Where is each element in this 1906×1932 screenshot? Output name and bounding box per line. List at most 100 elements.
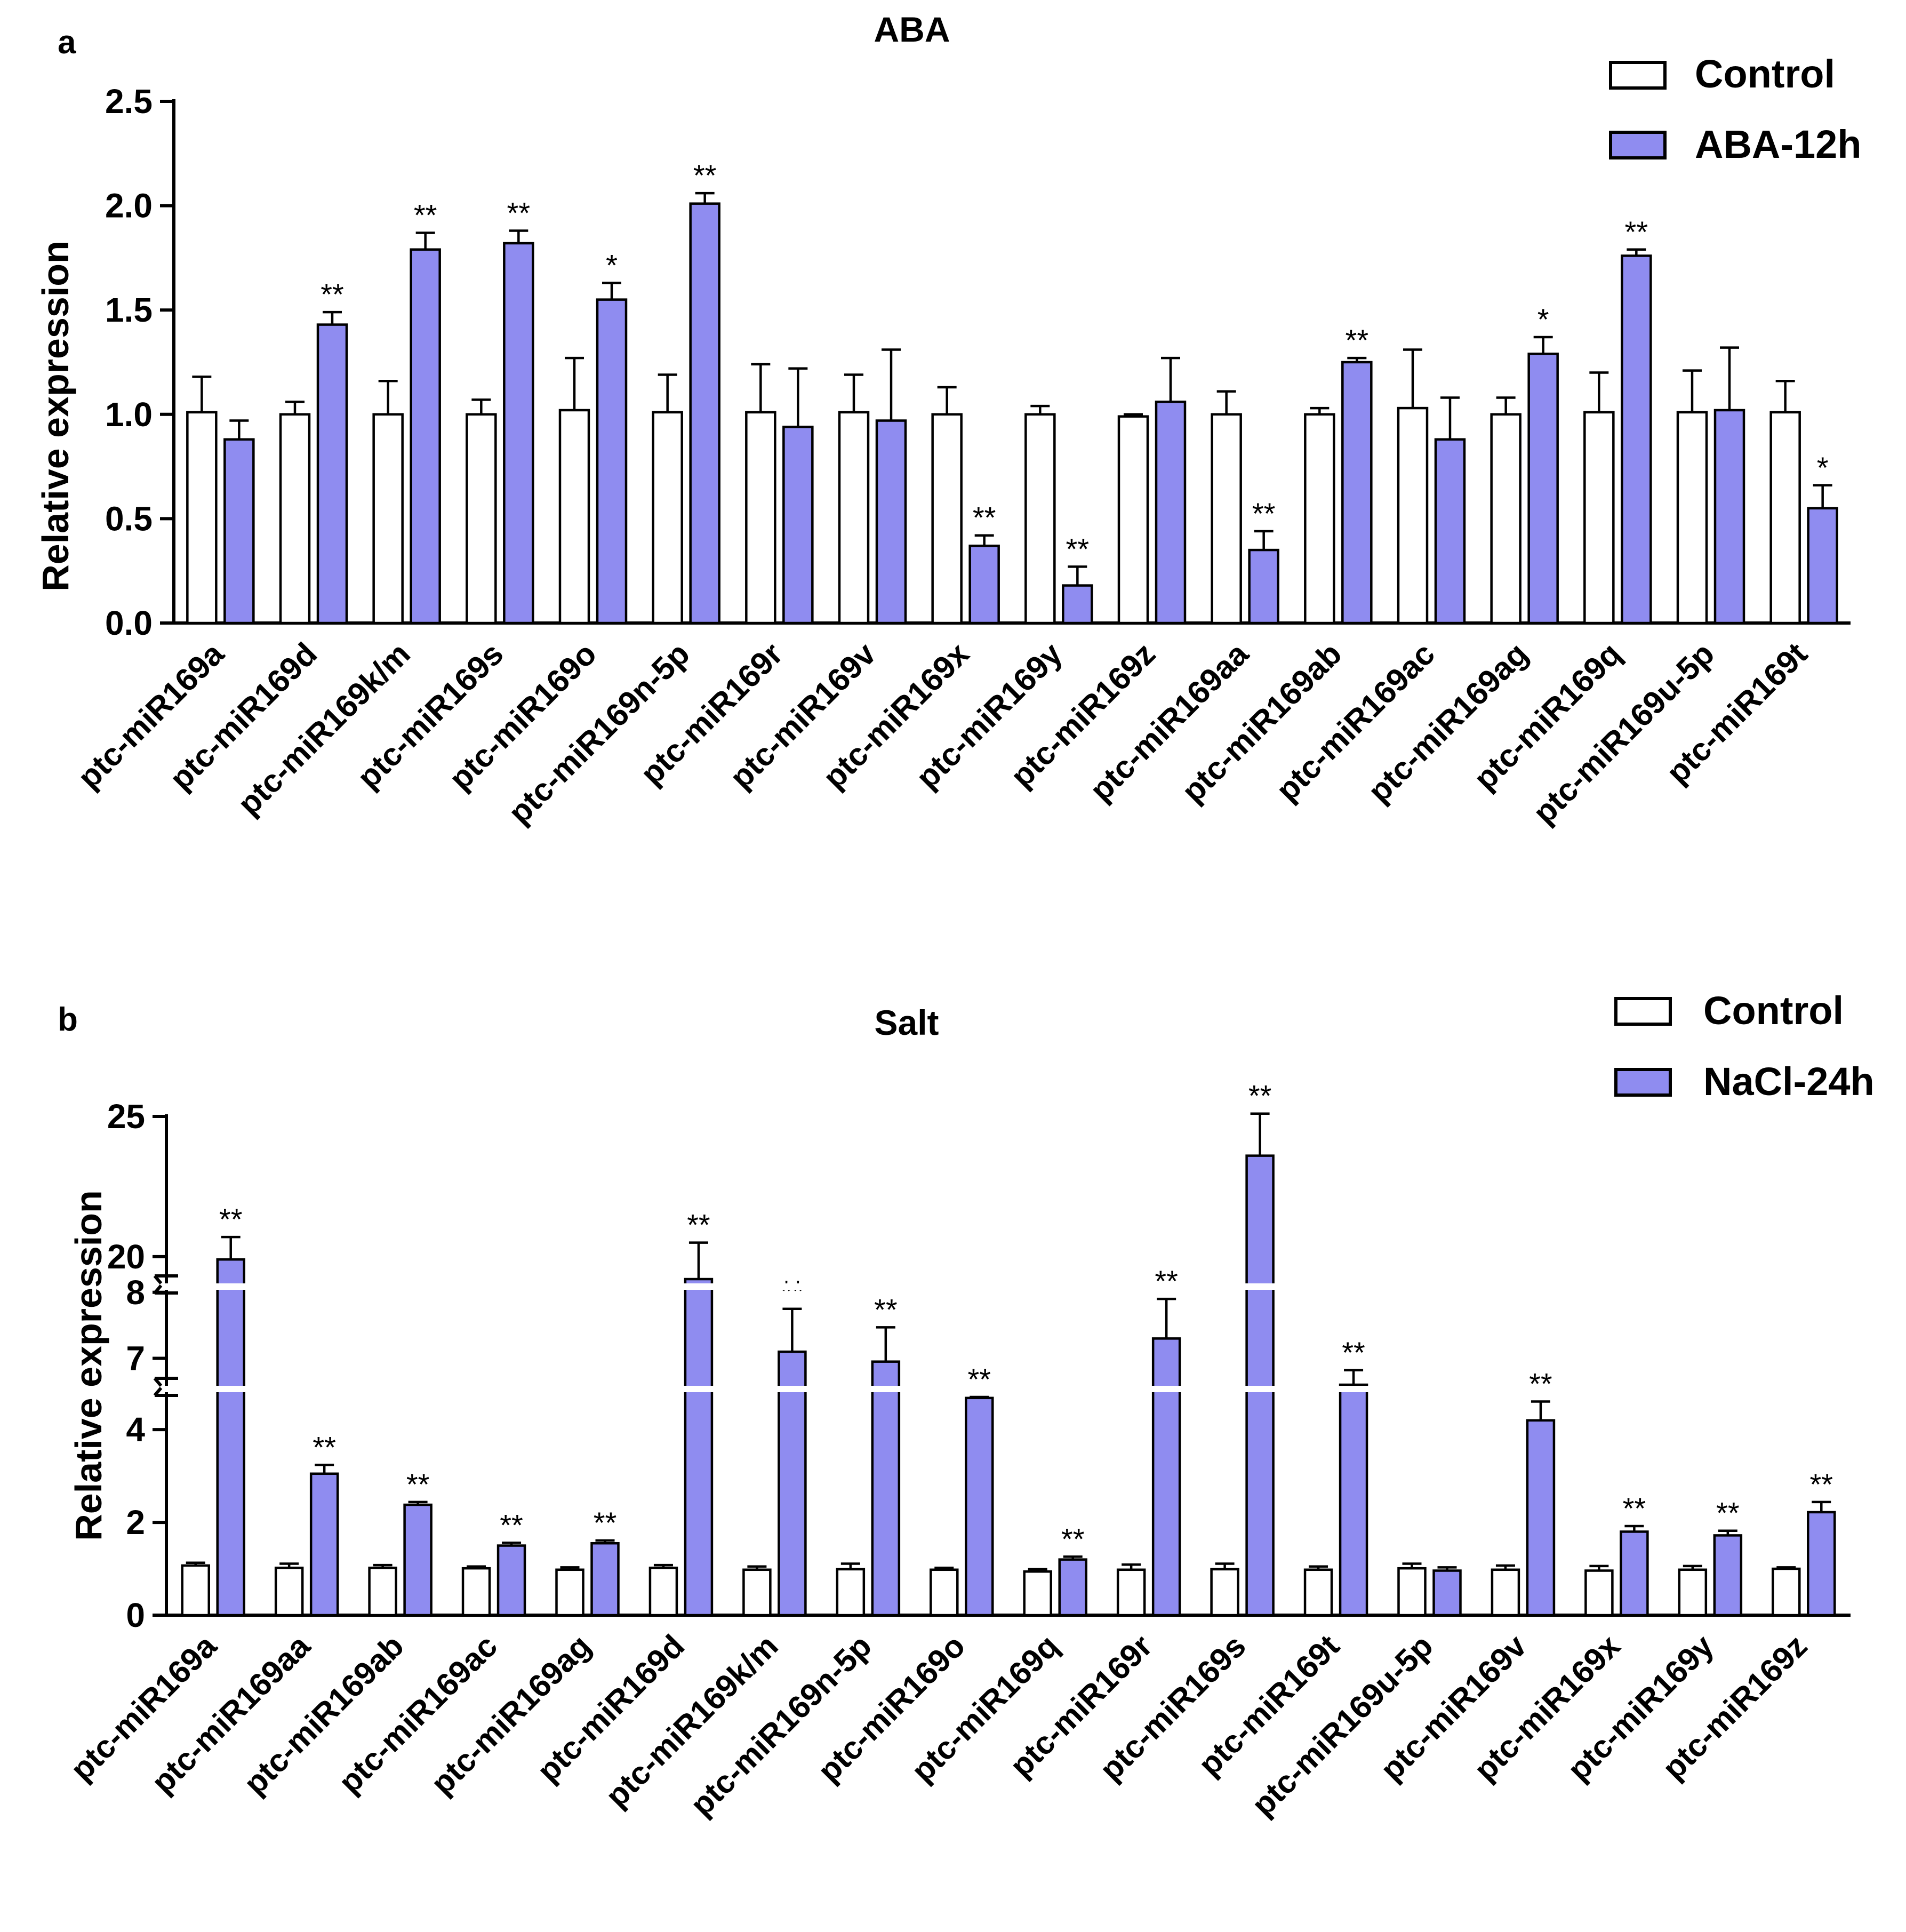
bar-control [466, 413, 497, 625]
bar-control [1491, 1568, 1520, 1617]
x-category-label: ptc-miR169k/m [598, 1628, 784, 1814]
significance-marker: ** [1252, 497, 1276, 530]
bar-control [181, 1564, 210, 1617]
panel-a-aba: a ABA Relative expression Control ABA-12… [35, 10, 1861, 831]
bar-treatment [410, 248, 441, 625]
bar-treatment [1062, 584, 1093, 625]
y-tick-label: 0 [126, 1596, 145, 1634]
bar-control [555, 1568, 584, 1617]
legend-b-control-label: Control [1703, 988, 1844, 1033]
bar-treatment [590, 1542, 620, 1617]
bar-control [652, 411, 683, 625]
significance-marker: * [1537, 302, 1549, 336]
bar-treatment [216, 1258, 245, 1617]
axis-break-mark [153, 1284, 163, 1294]
significance-marker: ** [1716, 1496, 1740, 1530]
significance-marker: ** [781, 1274, 804, 1308]
bar-treatment [1713, 409, 1745, 625]
bar-treatment [309, 1472, 339, 1617]
y-tick-label: 2.5 [105, 82, 153, 121]
panel-b-plot-area: 024782025**ptc-miR169a**ptc-miR169aa**pt… [63, 1079, 1851, 1823]
bar-treatment [496, 1544, 526, 1617]
significance-marker: ** [973, 501, 996, 534]
significance-marker: ** [1342, 1336, 1365, 1369]
legend-a-control-label: Control [1695, 52, 1835, 96]
bar-control [838, 411, 870, 625]
bar-control [372, 413, 404, 625]
y-tick-label: 25 [107, 1097, 145, 1136]
legend-b-control-swatch [1614, 997, 1672, 1026]
bar-treatment [1807, 507, 1838, 625]
bar-treatment [965, 1396, 994, 1617]
bar-treatment [871, 1360, 901, 1617]
bar-treatment [1432, 1569, 1462, 1617]
significance-marker: ** [874, 1292, 898, 1326]
bar-control [745, 411, 776, 625]
bar-control [1211, 413, 1242, 625]
panel-a-title: ABA [874, 10, 950, 49]
significance-marker: * [1817, 451, 1829, 484]
significance-marker: ** [406, 1467, 430, 1501]
bar-treatment [316, 323, 348, 625]
significance-marker: ** [414, 198, 437, 231]
bar-control [558, 409, 590, 625]
bar-treatment [875, 419, 907, 625]
bar-control [742, 1568, 772, 1617]
bar-control [274, 1567, 304, 1617]
legend-a-control-swatch [1609, 61, 1667, 90]
bar-treatment [503, 242, 534, 625]
bar-control [1304, 413, 1335, 625]
x-category-label: ptc-miR169aa [145, 1627, 317, 1800]
bar-control [1117, 415, 1149, 625]
significance-marker: ** [1248, 1079, 1272, 1113]
panel-b-label: b [58, 1001, 78, 1038]
bar-control [1676, 411, 1708, 625]
significance-marker: ** [500, 1508, 523, 1542]
bar-treatment [968, 545, 1000, 625]
bar-treatment [778, 1350, 807, 1617]
significance-marker: ** [1155, 1264, 1178, 1298]
significance-marker: ** [313, 1430, 336, 1464]
bar-treatment [1341, 361, 1373, 625]
bar-treatment [223, 438, 255, 625]
panel-b-salt: b Salt Relative expression Control NaCl-… [58, 988, 1875, 1823]
bar-treatment [689, 202, 720, 625]
bar-control [1023, 1570, 1052, 1617]
bar-control [1772, 1567, 1801, 1617]
y-tick-label: 2 [126, 1503, 145, 1542]
bar-treatment [1058, 1558, 1087, 1617]
significance-marker: ** [1066, 532, 1090, 565]
bar-control [1769, 411, 1801, 625]
significance-marker: ** [321, 277, 344, 311]
y-tick-label: 20 [107, 1238, 145, 1276]
x-category-label: ptc-miR169ab [237, 1628, 411, 1802]
bar-treatment [1434, 438, 1466, 625]
panel-a-plot-area: 0.00.51.01.52.02.5ptc-miR169a**ptc-miR16… [71, 82, 1851, 831]
bar-treatment [403, 1503, 433, 1617]
axis-break-mark [153, 1387, 163, 1396]
significance-marker: ** [1809, 1467, 1833, 1501]
y-tick-label: 7 [126, 1339, 145, 1378]
axis-break-mark [153, 1377, 163, 1387]
panel-b-y-axis-title: Relative expression [68, 1190, 109, 1541]
bar-control [279, 413, 311, 625]
panel-b-legend: Control NaCl-24h [1614, 988, 1875, 1104]
bar-treatment [1339, 1383, 1368, 1617]
significance-marker: ** [219, 1202, 243, 1236]
bar-treatment [782, 426, 814, 625]
bar-control [1210, 1568, 1239, 1617]
bar-treatment [596, 298, 628, 625]
bar-treatment [1248, 548, 1279, 625]
bar-control [1397, 406, 1429, 625]
bar-control [930, 1568, 959, 1617]
y-tick-label: 0.5 [105, 499, 153, 538]
significance-marker: ** [594, 1506, 617, 1539]
y-tick-label: 2.0 [105, 187, 153, 225]
bar-control [1116, 1568, 1146, 1617]
panel-a-legend: Control ABA-12h [1609, 52, 1861, 166]
bar-control [648, 1567, 678, 1617]
y-tick-label: 1.0 [105, 395, 153, 434]
significance-marker: ** [1623, 1491, 1646, 1525]
significance-marker: * [606, 248, 618, 282]
